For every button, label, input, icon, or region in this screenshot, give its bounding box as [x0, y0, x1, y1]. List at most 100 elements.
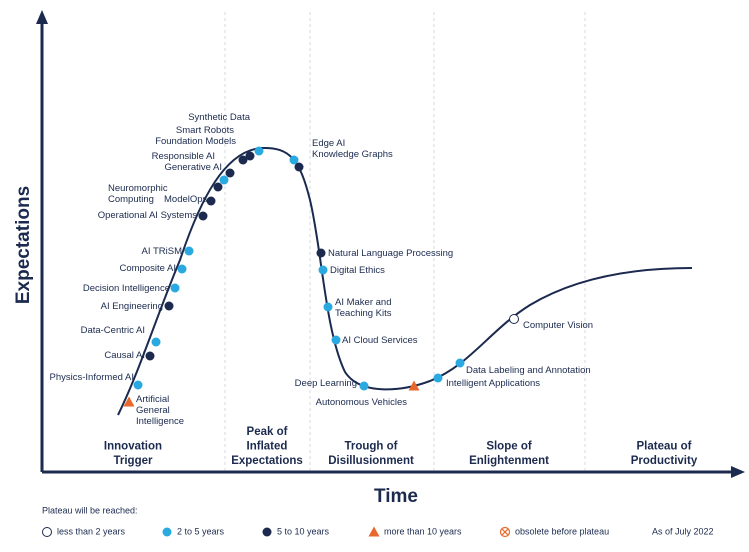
text-line: Inflated: [247, 441, 288, 453]
marker: [509, 314, 519, 324]
marker: [433, 373, 443, 383]
marker: [42, 527, 52, 537]
marker: [170, 283, 180, 293]
phase-label: Trough of Disillusionment: [328, 441, 414, 468]
x-arrow: [731, 466, 745, 478]
marker: [245, 151, 255, 161]
technology-label: AI TRiSM: [142, 246, 183, 257]
text-line: Slope of: [486, 441, 532, 453]
text-line: Synthetic Data: [188, 112, 250, 123]
text-line: ModelOps: [164, 194, 208, 205]
text-line: Natural Language Processing: [328, 248, 453, 259]
text-line: Intelligent Applications: [446, 378, 540, 389]
technology-label: Artificial General Intelligence: [136, 394, 184, 427]
text-line: Generative AI: [164, 162, 222, 173]
technology-label: AI Maker and Teaching Kits: [335, 297, 392, 319]
text-line: Physics-Informed AI: [50, 372, 134, 383]
marker: [162, 527, 172, 537]
text-line: Trigger: [114, 455, 154, 467]
marker: [151, 337, 161, 347]
text-line: Composite AI: [120, 263, 177, 274]
text-line: Edge AI: [312, 138, 345, 149]
text-line: AI Engineering: [101, 301, 163, 312]
legend-title: Plateau will be reached:: [42, 505, 138, 515]
text-line: Responsible AI: [152, 151, 215, 162]
marker: [123, 396, 135, 407]
legend-label: less than 2 years: [57, 526, 126, 536]
technology-label: Computer Vision: [523, 320, 593, 331]
technology-label: AI Cloud Services: [342, 335, 418, 346]
technology-label: Responsible AI: [152, 151, 215, 162]
text-line: Disillusionment: [328, 455, 414, 467]
marker: [238, 155, 248, 165]
technology-label: Physics-Informed AI: [50, 372, 134, 383]
marker: [198, 211, 208, 221]
text-line: Knowledge Graphs: [312, 149, 393, 160]
marker: [318, 265, 328, 275]
marker: [323, 302, 333, 312]
technology-label: Intelligent Applications: [446, 378, 540, 389]
technology-label: Digital Ethics: [330, 265, 385, 276]
marker: [294, 162, 304, 172]
marker: [316, 248, 326, 258]
marker: [206, 196, 216, 206]
text-line: Plateau of: [637, 441, 692, 453]
technology-label: Decision Intelligence: [83, 283, 170, 294]
marker: [219, 175, 229, 185]
legend-label: 2 to 5 years: [177, 526, 225, 536]
text-line: Trough of: [344, 441, 397, 453]
marker: [184, 246, 194, 256]
text-line: Operational AI Systems: [98, 210, 198, 221]
text-line: Computer Vision: [523, 320, 593, 331]
text-line: General: [136, 405, 170, 416]
note: As of July 2022: [652, 526, 714, 536]
text-line: Smart Robots: [176, 125, 234, 136]
text-line: Decision Intelligence: [83, 283, 170, 294]
technology-label: Deep Learning: [295, 378, 357, 389]
text-line: Peak of: [247, 426, 288, 438]
text-line: Autonomous Vehicles: [316, 397, 408, 408]
text-line: AI Maker and: [335, 297, 392, 308]
phase-label: Innovation Trigger: [104, 441, 162, 468]
text-line: Neuromorphic: [108, 183, 168, 194]
marker: [408, 380, 420, 391]
technology-label: Natural Language Processing: [328, 248, 453, 259]
text-line: Innovation: [104, 441, 162, 453]
text-line: Intelligence: [136, 416, 184, 427]
text-line: Productivity: [631, 455, 698, 467]
text-line: Teaching Kits: [335, 308, 392, 319]
y-arrow: [36, 10, 48, 24]
phase-label: Peak of Inflated Expectations: [231, 426, 303, 467]
text-line: Deep Learning: [295, 378, 357, 389]
marker: [501, 528, 509, 536]
technology-label: Composite AI: [120, 263, 177, 274]
marker: [331, 335, 341, 345]
legend-label: 5 to 10 years: [277, 526, 330, 536]
legend-label: more than 10 years: [384, 526, 462, 536]
text-line: Causal AI: [104, 350, 145, 361]
technology-label: Autonomous Vehicles: [316, 397, 408, 408]
legend-label: obsolete before plateau: [515, 526, 609, 536]
text-line: Enlightenment: [469, 455, 549, 467]
technology-label: Foundation Models: [155, 136, 236, 147]
marker: [133, 380, 143, 390]
marker: [225, 168, 235, 178]
technology-label: Causal AI: [104, 350, 145, 361]
x-axis-label: Time: [374, 486, 418, 507]
technology-label: Synthetic Data: [188, 112, 250, 123]
marker: [177, 264, 187, 274]
technology-label: Edge AI: [312, 138, 345, 149]
y-axis-label: Expectations: [13, 186, 34, 304]
technology-label: Generative AI: [164, 162, 222, 173]
marker: [262, 527, 272, 537]
text-line: AI Cloud Services: [342, 335, 418, 346]
text-line: Digital Ethics: [330, 265, 385, 276]
technology-label: Data-Centric AI: [81, 325, 145, 336]
technology-label: Knowledge Graphs: [312, 149, 393, 160]
text-line: Data-Centric AI: [81, 325, 145, 336]
marker: [455, 358, 465, 368]
phase-label: Plateau of Productivity: [631, 441, 698, 468]
marker: [145, 351, 155, 361]
